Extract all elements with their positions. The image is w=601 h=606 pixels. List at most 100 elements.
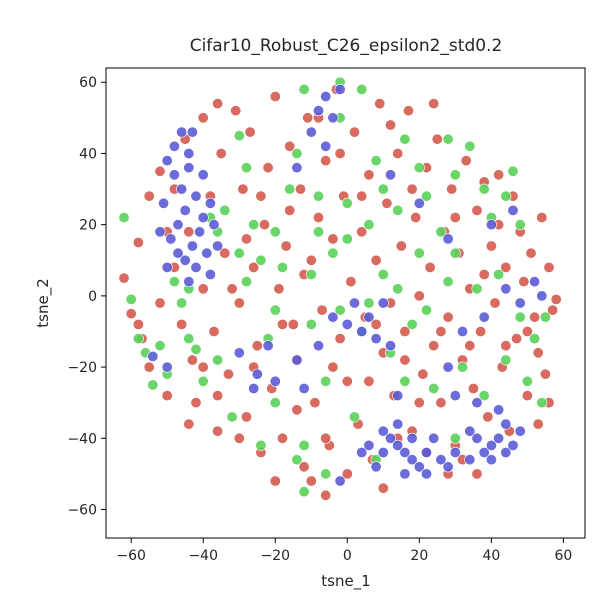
scatter-point-s0-158 — [320, 432, 332, 444]
scatter-point-s1-1 — [125, 293, 137, 305]
scatter-point-s2-96 — [507, 204, 519, 216]
scatter-point-s2-94 — [442, 233, 454, 245]
scatter-point-s0-61 — [370, 254, 382, 266]
scatter-point-s2-98 — [334, 475, 346, 487]
scatter-point-s0-115 — [269, 475, 281, 487]
scatter-point-s1-23 — [298, 439, 310, 451]
scatter-point-s1-9 — [197, 375, 209, 387]
scatter-point-s2-9 — [172, 219, 184, 231]
scatter-point-s2-72 — [464, 425, 476, 437]
scatter-point-s2-4 — [190, 190, 202, 202]
scatter-point-s0-23 — [233, 297, 245, 309]
scatter-point-s2-69 — [514, 425, 526, 437]
scatter-point-s2-93 — [413, 197, 425, 209]
scatter-point-s2-61 — [442, 461, 454, 473]
scatter-point-s1-58 — [514, 219, 526, 231]
scatter-point-s0-46 — [316, 304, 328, 316]
scatter-point-s1-37 — [399, 133, 411, 145]
scatter-point-s1-36 — [392, 204, 404, 216]
scatter-point-s2-57 — [363, 439, 375, 451]
scatter-point-s2-80 — [500, 283, 512, 295]
x-tick-label: −60 — [116, 548, 146, 564]
scatter-point-s1-61 — [449, 247, 461, 259]
scatter-point-s1-55 — [529, 333, 541, 345]
scatter-point-s0-33 — [269, 91, 281, 103]
scatter-point-s0-41 — [298, 461, 310, 473]
scatter-point-s2-83 — [536, 290, 548, 302]
scatter-point-s1-16 — [248, 219, 260, 231]
scatter-point-s2-74 — [493, 404, 505, 416]
scatter-point-s0-88 — [467, 382, 479, 394]
scatter-point-s0-57 — [356, 226, 368, 238]
scatter-point-s0-97 — [500, 261, 512, 273]
scatter-point-s2-95 — [485, 219, 497, 231]
scatter-point-s2-99 — [356, 446, 368, 458]
scatter-point-s0-38 — [287, 318, 299, 330]
scatter-point-s2-68 — [507, 439, 519, 451]
scatter-point-s1-40 — [420, 190, 432, 202]
scatter-point-s2-53 — [435, 454, 447, 466]
scatter-point-s1-67 — [269, 304, 281, 316]
scatter-point-s2-26 — [204, 268, 216, 280]
scatter-point-s0-1 — [125, 308, 137, 320]
scatter-point-s2-32 — [269, 375, 281, 387]
scatter-point-s2-60 — [420, 468, 432, 480]
scatter-point-s0-125 — [183, 418, 195, 430]
scatter-point-s1-45 — [456, 361, 468, 373]
scatter-point-s0-70 — [402, 105, 414, 117]
scatter-point-s1-26 — [320, 375, 332, 387]
scatter-point-s2-79 — [478, 311, 490, 323]
scatter-point-s1-84 — [233, 247, 245, 259]
scatter-point-s2-40 — [363, 311, 375, 323]
scatter-point-s0-123 — [154, 297, 166, 309]
scatter-point-s0-21 — [223, 368, 235, 380]
scatter-point-s0-154 — [413, 397, 425, 409]
scatter-point-s2-34 — [312, 340, 324, 352]
scatter-point-s0-116 — [305, 475, 317, 487]
scatter-point-s2-39 — [348, 297, 360, 309]
scatter-point-s1-75 — [356, 83, 368, 95]
scatter-point-s0-109 — [543, 261, 555, 273]
scatter-point-s2-15 — [168, 140, 180, 152]
scatter-point-s1-17 — [255, 254, 267, 266]
scatter-point-s0-40 — [294, 183, 306, 195]
scatter-point-s2-81 — [514, 297, 526, 309]
scatter-point-s1-80 — [212, 354, 224, 366]
scatter-point-s0-90 — [475, 325, 487, 337]
scatter-point-s0-130 — [363, 375, 375, 387]
scatter-point-s2-86 — [312, 105, 324, 117]
scatter-point-s0-133 — [464, 340, 476, 352]
scatter-point-s0-54 — [345, 276, 357, 288]
scatter-point-s2-67 — [500, 446, 512, 458]
scatter-point-s2-14 — [158, 197, 170, 209]
scatter-point-s1-64 — [363, 297, 375, 309]
scatter-point-s2-75 — [471, 397, 483, 409]
scatter-point-s0-18 — [212, 425, 224, 437]
scatter-point-s0-145 — [276, 318, 288, 330]
scatter-point-s2-50 — [413, 461, 425, 473]
scatter-point-s2-91 — [320, 140, 332, 152]
scatter-point-s0-94 — [489, 297, 501, 309]
scatter-point-s1-82 — [154, 340, 166, 352]
scatter-point-s1-39 — [413, 247, 425, 259]
x-tick-label: 60 — [554, 548, 572, 564]
scatter-point-s2-19 — [212, 240, 224, 252]
scatter-point-s0-76 — [424, 261, 436, 273]
scatter-point-s2-35 — [327, 311, 339, 323]
scatter-point-s0-51 — [334, 333, 346, 345]
scatter-point-s0-6 — [154, 165, 166, 177]
scatter-point-s1-25 — [312, 226, 324, 238]
scatter-point-s0-2 — [132, 237, 144, 249]
scatter-point-s0-147 — [197, 361, 209, 373]
scatter-point-s2-0 — [161, 155, 173, 167]
scatter-point-s1-56 — [536, 397, 548, 409]
scatter-point-s0-67 — [392, 148, 404, 160]
scatter-point-s2-59 — [399, 468, 411, 480]
scatter-point-s0-103 — [521, 390, 533, 402]
scatter-point-s2-56 — [377, 446, 389, 458]
scatter-point-s0-45 — [312, 212, 324, 224]
scatter-point-s1-89 — [399, 375, 411, 387]
scatter-point-s1-41 — [428, 382, 440, 394]
